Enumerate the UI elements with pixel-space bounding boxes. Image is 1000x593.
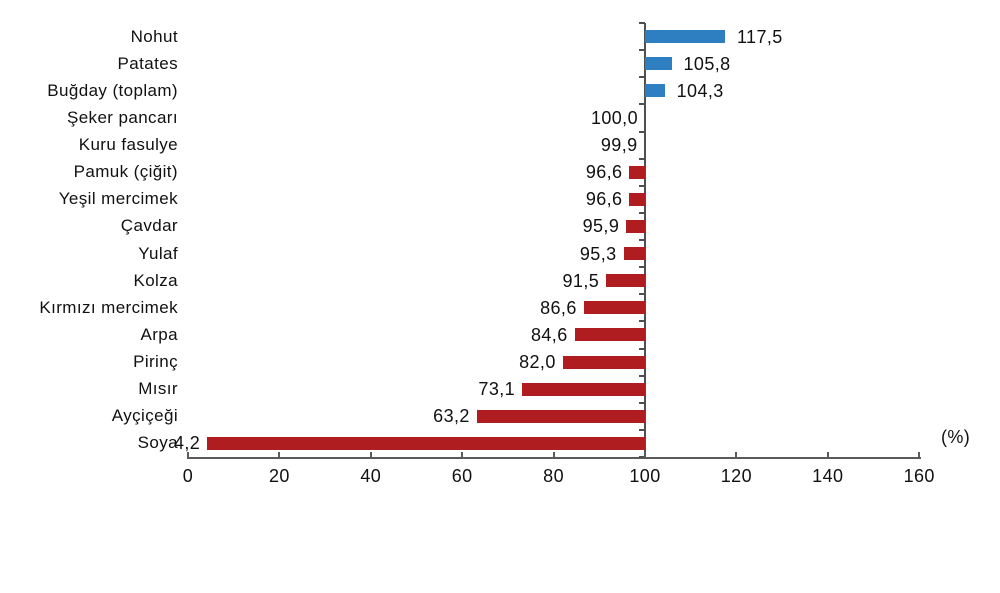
category-tick bbox=[639, 239, 645, 241]
category-tick bbox=[639, 401, 645, 404]
x-axis-tick-label: 40 bbox=[360, 466, 382, 486]
value-label: 86,6 bbox=[540, 297, 577, 318]
category-label: Kırmızı mercimek bbox=[39, 297, 178, 317]
category-label: Ayçiçeği bbox=[111, 406, 178, 426]
x-axis-tick bbox=[918, 452, 921, 459]
category-label: Yulaf bbox=[138, 243, 178, 263]
bar-below-baseline bbox=[583, 301, 645, 315]
category-tick bbox=[639, 22, 645, 24]
value-label: 73,1 bbox=[478, 379, 516, 400]
value-label: 96,6 bbox=[585, 189, 623, 210]
category-label: Çavdar bbox=[120, 216, 178, 236]
category-tick bbox=[639, 76, 645, 79]
category-label: Buğday (toplam) bbox=[47, 80, 178, 100]
category-tick bbox=[639, 266, 645, 269]
value-label: 96,6 bbox=[585, 162, 623, 183]
bar-below-baseline bbox=[476, 409, 645, 423]
bar-below-baseline bbox=[207, 436, 645, 450]
value-label: 95,9 bbox=[582, 216, 620, 237]
category-tick bbox=[639, 130, 645, 133]
baseline-100-axis bbox=[644, 23, 646, 457]
x-axis-tick-label: 140 bbox=[812, 466, 844, 486]
x-axis-tick bbox=[461, 452, 464, 459]
bar-above-baseline bbox=[645, 57, 672, 71]
value-label: 82,0 bbox=[519, 352, 556, 373]
value-label: 63,2 bbox=[433, 406, 470, 427]
bar-below-baseline bbox=[626, 219, 645, 233]
x-axis-tick-label: 120 bbox=[720, 466, 752, 486]
category-tick bbox=[639, 293, 645, 296]
bar-below-baseline bbox=[574, 328, 645, 342]
bar-above-baseline bbox=[645, 84, 665, 98]
value-label: 4,2 bbox=[173, 433, 201, 454]
bar-below-baseline bbox=[629, 165, 645, 179]
x-axis-tick bbox=[187, 452, 189, 459]
percent-unit-label: (%) bbox=[941, 427, 971, 447]
category-label: Kuru fasulye bbox=[78, 135, 178, 155]
x-axis-tick-label: 100 bbox=[629, 466, 661, 486]
bar-below-baseline bbox=[623, 247, 645, 261]
category-label: Arpa bbox=[140, 324, 178, 344]
category-tick bbox=[639, 374, 645, 377]
category-label: Patates bbox=[117, 53, 178, 73]
category-tick bbox=[639, 456, 645, 458]
bar-below-baseline bbox=[606, 274, 645, 288]
bar-above-baseline bbox=[645, 30, 725, 44]
value-label: 84,6 bbox=[530, 324, 568, 345]
category-tick bbox=[639, 347, 645, 350]
x-axis-tick-label: 160 bbox=[903, 466, 935, 486]
value-label: 99,9 bbox=[600, 135, 638, 156]
category-label: Yeşil mercimek bbox=[58, 189, 178, 209]
bar-below-baseline bbox=[562, 355, 645, 369]
category-tick bbox=[639, 428, 645, 431]
category-tick bbox=[639, 103, 645, 106]
value-label: 95,3 bbox=[579, 243, 617, 264]
category-tick bbox=[639, 157, 645, 160]
x-axis-tick bbox=[552, 452, 555, 459]
value-label: 91,5 bbox=[562, 270, 600, 291]
category-label: Mısır bbox=[138, 379, 178, 399]
category-label: Pamuk (çiğit) bbox=[73, 162, 178, 182]
category-tick bbox=[639, 211, 645, 214]
category-tick bbox=[639, 49, 645, 52]
x-axis-tick bbox=[644, 452, 646, 459]
bar-below-baseline bbox=[522, 382, 645, 396]
category-label: Şeker pancarı bbox=[66, 107, 178, 127]
x-axis-tick bbox=[278, 452, 281, 459]
bar-below-baseline bbox=[629, 192, 645, 206]
x-axis-tick bbox=[826, 452, 829, 459]
x-axis-tick-label: 60 bbox=[451, 466, 473, 486]
value-label: 105,8 bbox=[683, 53, 731, 74]
x-axis-tick bbox=[369, 452, 372, 459]
x-axis-tick-label: 20 bbox=[268, 466, 290, 486]
value-label: 117,5 bbox=[736, 26, 783, 47]
category-tick bbox=[639, 320, 645, 323]
x-axis-tick-label: 80 bbox=[543, 466, 564, 486]
category-label: Nohut bbox=[130, 26, 178, 46]
category-label: Soya bbox=[137, 433, 178, 453]
value-label: 104,3 bbox=[676, 80, 724, 101]
value-label: 100,0 bbox=[590, 107, 638, 128]
x-axis-tick-label: 0 bbox=[182, 466, 194, 486]
category-tick bbox=[639, 184, 645, 187]
category-label: Pirinç bbox=[133, 352, 178, 372]
category-label: Kolza bbox=[133, 270, 178, 290]
x-axis-tick bbox=[735, 452, 738, 459]
